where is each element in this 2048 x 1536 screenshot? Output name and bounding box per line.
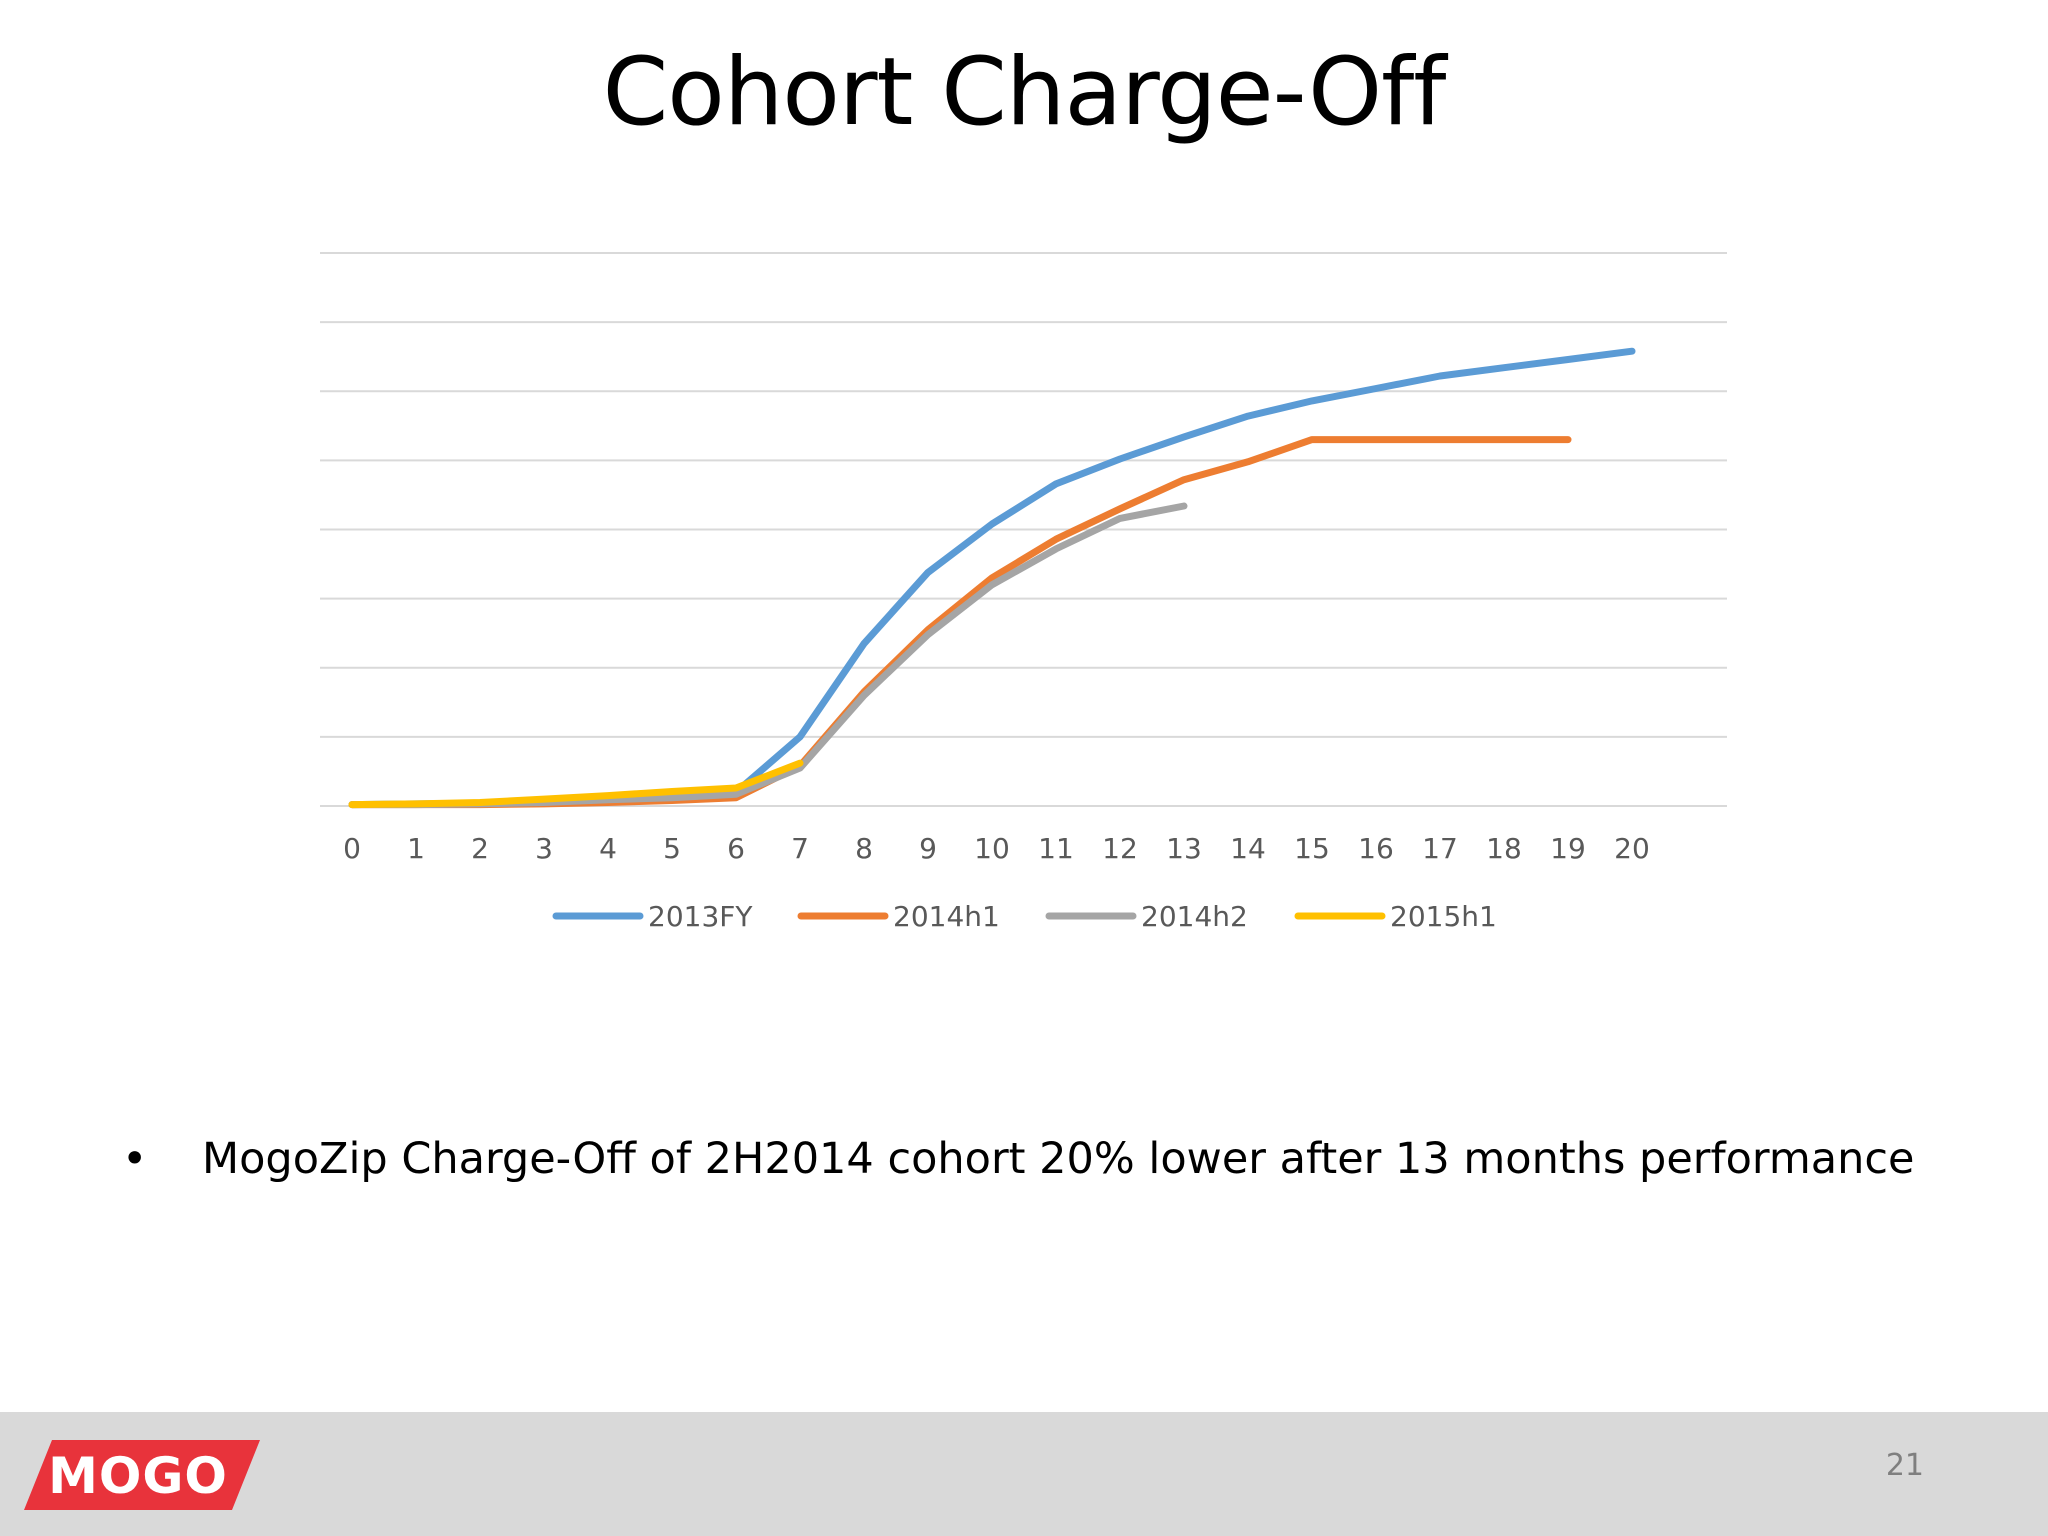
- series-line-2014h2: [348, 502, 1188, 809]
- x-tick-label: 5: [663, 832, 681, 865]
- x-tick-label: 19: [1550, 832, 1586, 865]
- x-tick-label: 9: [919, 832, 937, 865]
- logo-text: MOGO: [48, 1447, 228, 1505]
- x-tick-label: 12: [1102, 832, 1138, 865]
- bullet-text: MogoZip Charge-Off of 2H2014 cohort 20% …: [202, 1134, 1915, 1184]
- x-tick-label: 17: [1422, 832, 1458, 865]
- bullet-point: • MogoZip Charge-Off of 2H2014 cohort 20%…: [122, 1134, 2002, 1184]
- legend-label: 2013FY: [648, 900, 753, 933]
- x-tick-label: 6: [727, 832, 745, 865]
- x-tick-label: 7: [791, 832, 809, 865]
- slide-title: Cohort Charge-Off: [602, 38, 1447, 147]
- x-tick-label: 15: [1294, 832, 1330, 865]
- page-number: 21: [1885, 1448, 1924, 1483]
- x-tick-label: 0: [343, 832, 361, 865]
- series-line-2015h1: [348, 759, 804, 809]
- logo-background: [24, 1440, 260, 1510]
- legend-label: 2014h2: [1141, 900, 1248, 933]
- bullet-symbol: •: [122, 1134, 148, 1184]
- x-tick-label: 10: [974, 832, 1010, 865]
- x-tick-label: 2: [471, 832, 489, 865]
- chart-series: [348, 347, 1636, 809]
- x-tick-label: 1: [407, 832, 425, 865]
- x-tick-label: 13: [1166, 832, 1202, 865]
- x-tick-label: 18: [1486, 832, 1522, 865]
- chart-legend: 2013FY 2014h1 2014h2 2015h1: [552, 900, 1497, 933]
- legend-label: 2014h1: [893, 900, 1000, 933]
- series-line-2014h1: [348, 436, 1572, 809]
- x-tick-label: 4: [599, 832, 617, 865]
- cohort-chargeoff-chart: 0 1 2 3 4 5 6 7 8 9 10 11 12 13 14 15 16 17 18 19 20 2013FY 2…: [320, 252, 1727, 933]
- legend-label: 2015h1: [1390, 900, 1497, 933]
- x-tick-label: 20: [1614, 832, 1650, 865]
- mogo-logo: MOGO: [24, 1440, 260, 1510]
- x-tick-label: 3: [535, 832, 553, 865]
- footer-bar: [0, 1412, 2048, 1536]
- x-tick-label: 11: [1038, 832, 1074, 865]
- x-tick-label: 14: [1230, 832, 1266, 865]
- chart-gridlines: [320, 252, 1727, 807]
- x-axis-tick-labels: 0 1 2 3 4 5 6 7 8 9 10 11 12 13 14 15 16 17 18 19 20: [343, 832, 1650, 865]
- x-tick-label: 16: [1358, 832, 1394, 865]
- x-tick-label: 8: [855, 832, 873, 865]
